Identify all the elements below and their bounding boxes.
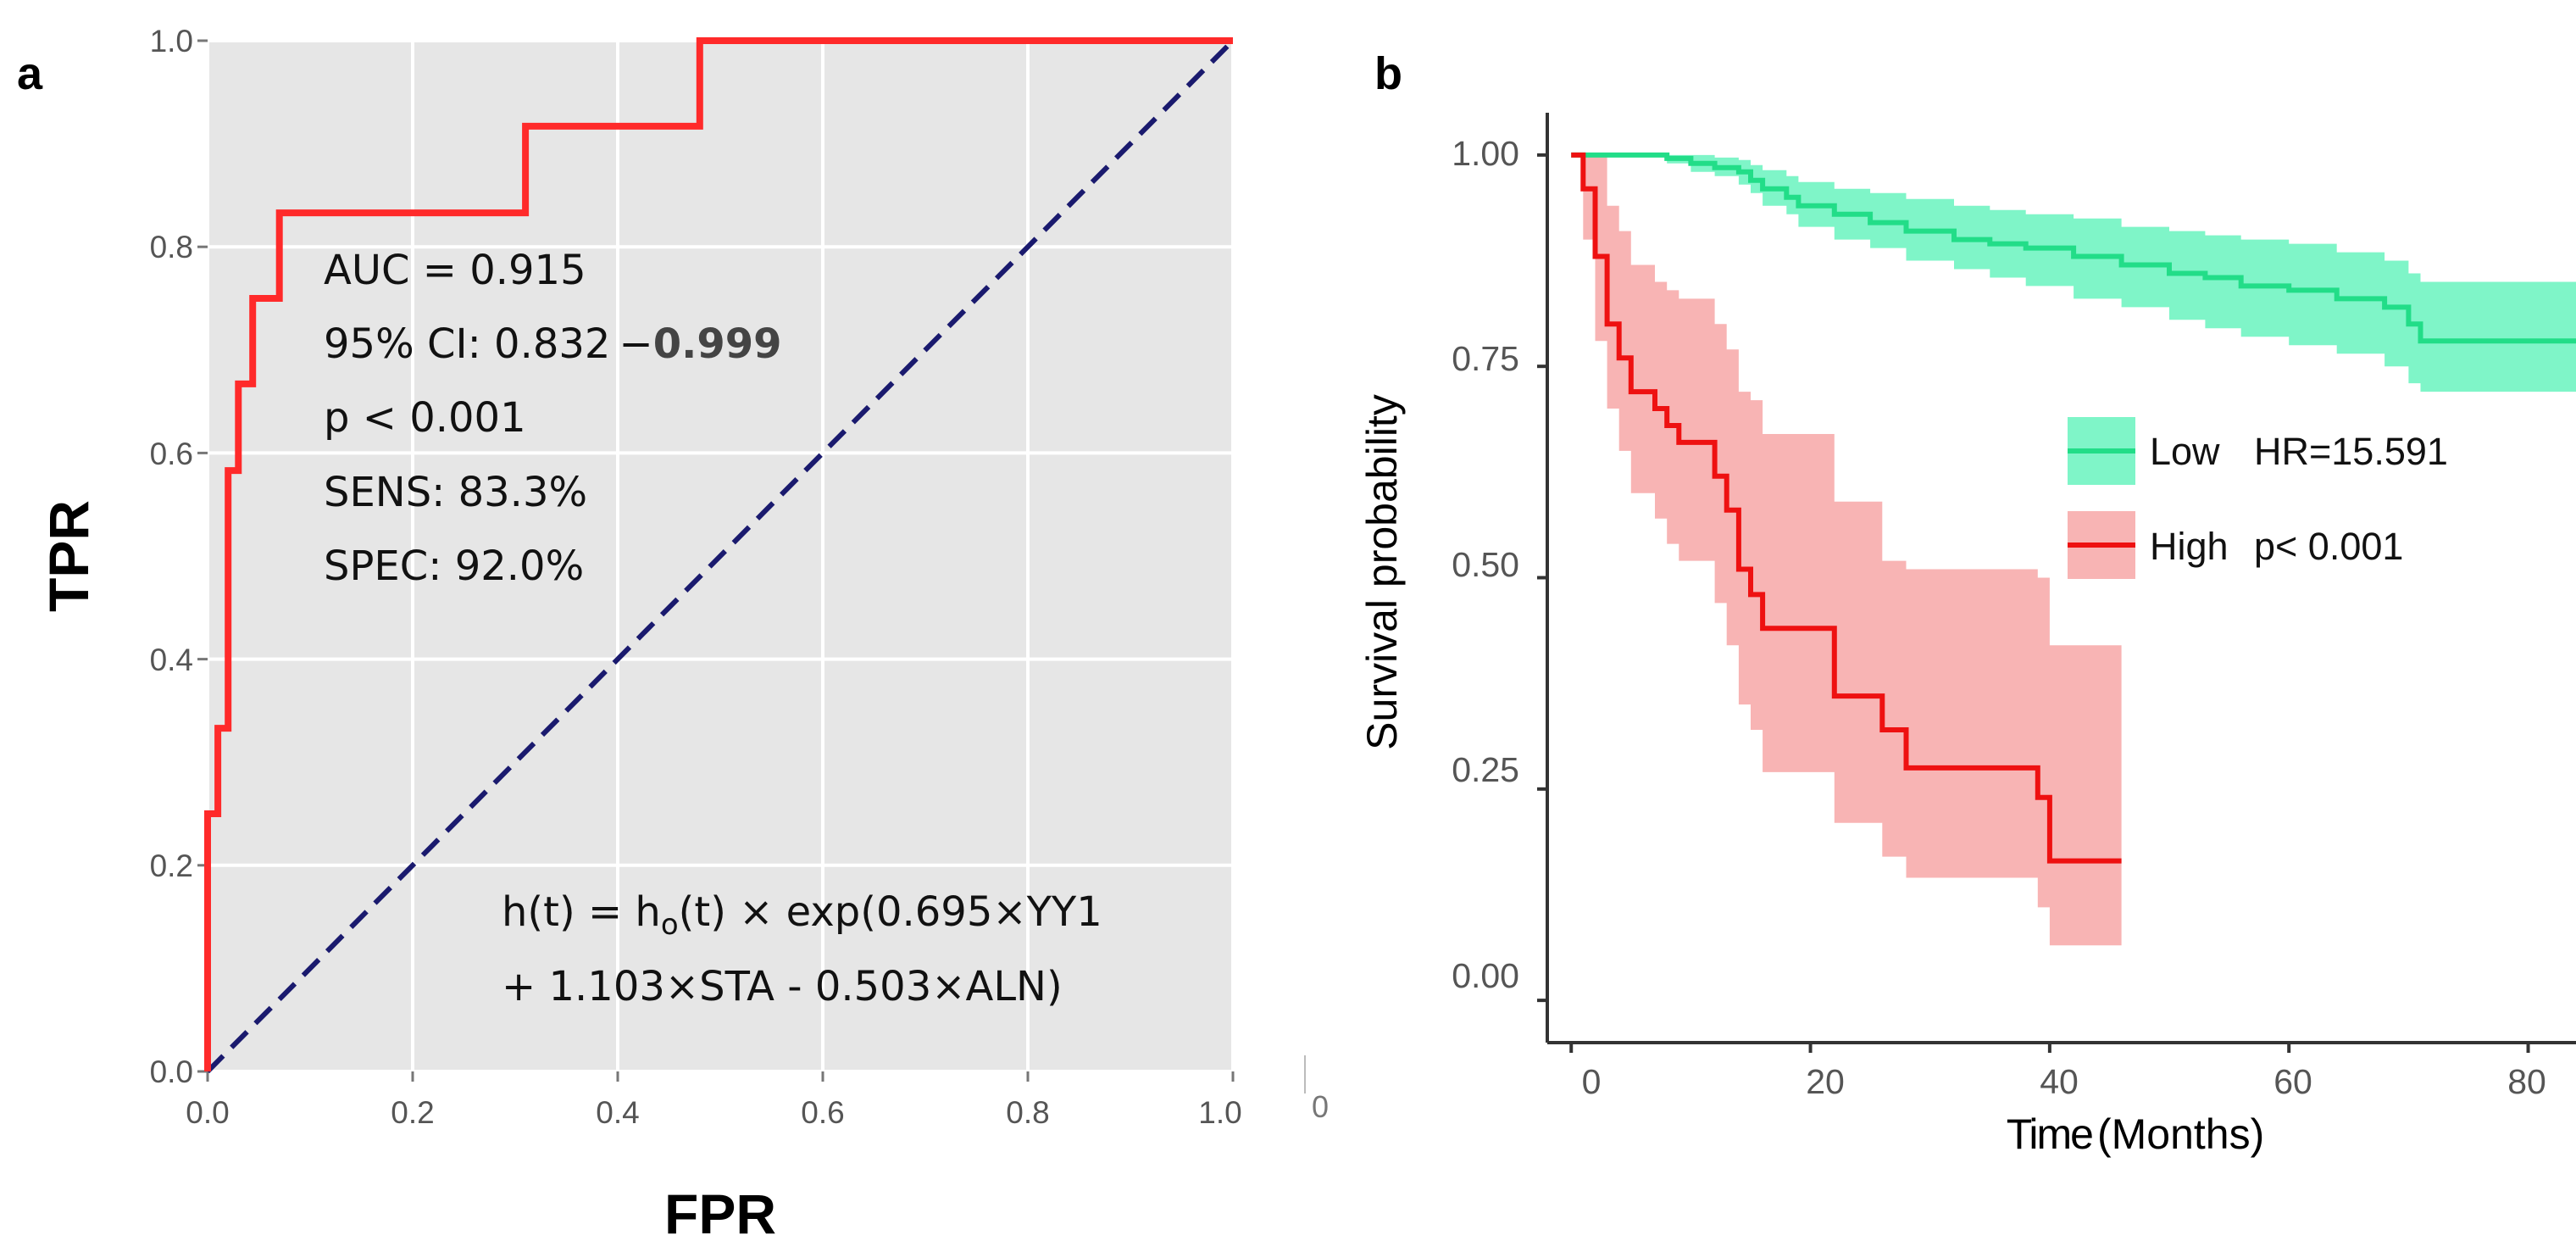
roc-x-tick-label: 0.6 <box>801 1095 844 1130</box>
km-curve-high <box>1571 152 2122 864</box>
km-y-tick-label: 0.25 <box>1452 750 1519 789</box>
km-curve-low <box>1571 152 2576 344</box>
roc-y-tick-label: 0.6 <box>150 437 193 471</box>
roc-x-tick-label: 0.8 <box>1006 1095 1049 1130</box>
auc-text: AUC = 0.915 <box>324 247 586 294</box>
legend-high-label: High <box>2150 525 2229 568</box>
roc-y-tick-label: 0.8 <box>150 230 193 264</box>
panel-b: b 0.00 0.25 0.50 0.75 1.00 0 20 40 60 80… <box>1358 47 2576 1158</box>
roc-annotation: AUC = 0.915 95% CI: 0.832 −0.999 p < 0.00… <box>324 247 782 590</box>
km-x-axis-title-units: (Months) <box>2097 1110 2264 1158</box>
roc-curve <box>204 37 1233 1071</box>
formula-line-1: h(t) = ho(t) × exp(0.695×YY1 <box>502 888 1102 942</box>
km-x-tick-label: 80 <box>2507 1062 2546 1101</box>
legend-low-hr: HR=15.591 <box>2254 430 2448 473</box>
roc-y-tick-label: 1.0 <box>150 24 193 58</box>
panel-a: a 0.0 0.2 0.4 0.6 0.8 1.0 0.0 0.2 0.4 0.… <box>17 24 1329 1245</box>
km-y-tick-label: 0.00 <box>1452 956 1519 995</box>
km-y-tick-labels: 0.00 0.25 0.50 0.75 1.00 <box>1452 134 1519 995</box>
legend-low-label: Low <box>2150 430 2220 473</box>
roc-x-tick-label: 0.2 <box>391 1095 434 1130</box>
km-tick-marks <box>1537 153 2530 1053</box>
sensitivity-text: SENS: 83.3% <box>324 469 587 516</box>
roc-x-tick-label: 0.0 <box>186 1095 229 1130</box>
model-formula: h(t) = ho(t) × exp(0.695×YY1 + 1.103×STA… <box>502 888 1102 1010</box>
formula-subscript: o <box>661 908 679 942</box>
legend-high-p: p< 0.001 <box>2254 525 2403 568</box>
ci-prefix: 95% CI: 0.832 <box>324 320 610 368</box>
roc-y-tick-label: 0.0 <box>150 1054 193 1089</box>
ci-dash: − <box>619 320 652 368</box>
roc-gridlines <box>206 39 1235 1073</box>
km-x-axis-title-main: Time <box>2007 1110 2092 1158</box>
panel-label-a: a <box>17 48 43 99</box>
km-y-tick-label: 0.50 <box>1452 545 1519 584</box>
panel-b-label-mask <box>1407 47 1419 102</box>
roc-reference-line <box>205 38 1235 1074</box>
km-legend: Low HR=15.591 High p< 0.001 <box>2068 417 2448 579</box>
km-survival-curves <box>1571 152 2576 864</box>
km-band-high <box>1571 154 2122 946</box>
roc-y-tick-label: 0.2 <box>150 849 193 883</box>
roc-x-tick-labels: 0.0 0.2 0.4 0.6 0.8 1.0 <box>186 1095 1241 1130</box>
km-confidence-bands <box>1571 154 2576 946</box>
formula-rest: (t) × exp(0.695×YY1 <box>679 888 1102 936</box>
km-x-tick-label: 60 <box>2273 1062 2312 1101</box>
km-x-tick-label: 20 <box>1806 1062 1845 1101</box>
formula-h: h(t) = h <box>502 888 661 936</box>
formula-line-2: + 1.103×STA - 0.503×ALN) <box>502 963 1063 1010</box>
km-band-low <box>1571 154 2576 392</box>
roc-y-axis-title: TPR <box>37 500 100 612</box>
km-y-tick-label: 1.00 <box>1452 134 1519 173</box>
roc-y-tick-label: 0.4 <box>150 643 193 677</box>
ci-text: 95% CI: 0.832 −0.999 <box>324 320 782 368</box>
km-x-tick-label: 0 <box>1582 1062 1602 1101</box>
stray-tick-label: 0 <box>1312 1089 1329 1124</box>
p-value-text: p < 0.001 <box>324 394 526 442</box>
panel-label-b: b <box>1374 48 1402 99</box>
roc-x-tick-label: 1.0 <box>1198 1095 1241 1130</box>
km-x-axis-title: Time (Months) <box>2007 1110 2265 1158</box>
ci-upper: 0.999 <box>653 320 782 368</box>
specificity-text: SPEC: 92.0% <box>324 543 584 590</box>
roc-x-axis-title: FPR <box>664 1182 776 1245</box>
roc-y-tick-labels: 0.0 0.2 0.4 0.6 0.8 1.0 <box>150 24 193 1089</box>
km-y-tick-label: 0.75 <box>1452 339 1519 378</box>
km-x-tick-label: 40 <box>2040 1062 2079 1101</box>
km-y-axis-title: Survival probability <box>1358 394 1406 750</box>
roc-x-tick-label: 0.4 <box>596 1095 639 1130</box>
km-x-tick-labels: 0 20 40 60 80 <box>1582 1062 2546 1101</box>
